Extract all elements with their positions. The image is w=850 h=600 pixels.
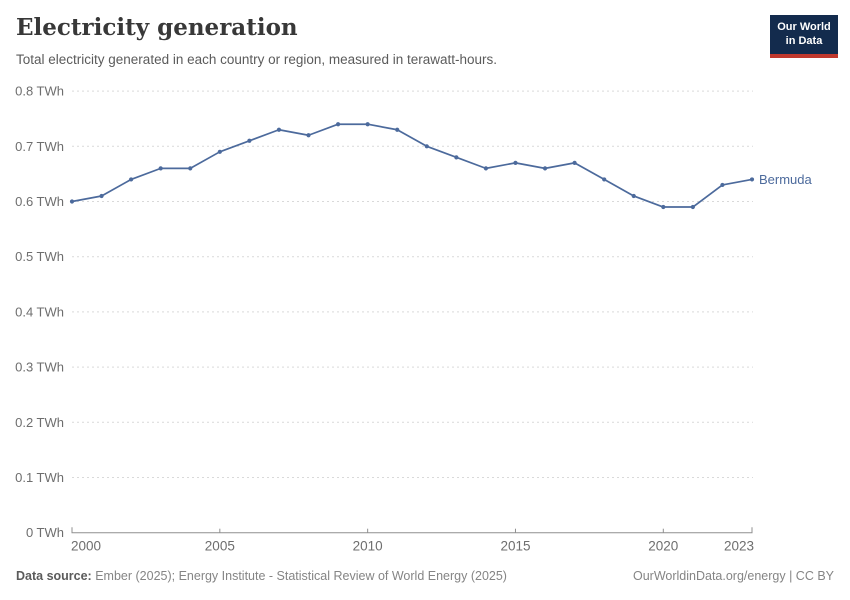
y-tick-label: 0.8 TWh bbox=[15, 84, 64, 99]
data-point[interactable] bbox=[217, 149, 222, 154]
data-point[interactable] bbox=[365, 122, 370, 127]
data-source-label: Data source: bbox=[16, 569, 92, 583]
y-tick-label: 0.2 TWh bbox=[15, 415, 64, 430]
chart-title: Electricity generation bbox=[16, 14, 298, 41]
data-point[interactable] bbox=[690, 204, 695, 210]
chart-footer: Data source: Ember (2025); Energy Instit… bbox=[16, 569, 834, 583]
owid-logo-line2: in Data bbox=[785, 34, 823, 47]
data-point[interactable] bbox=[454, 155, 459, 160]
data-point[interactable] bbox=[513, 160, 518, 165]
data-point[interactable] bbox=[335, 122, 341, 127]
series-label-bermuda[interactable]: Bermuda bbox=[759, 172, 813, 187]
owid-logo-line1: Our World bbox=[777, 20, 831, 33]
chart-subtitle: Total electricity generated in each coun… bbox=[16, 52, 497, 67]
y-tick-label: 0 TWh bbox=[26, 525, 64, 540]
data-point[interactable] bbox=[631, 193, 636, 199]
y-tick-label: 0.3 TWh bbox=[15, 360, 64, 375]
data-point[interactable] bbox=[99, 193, 104, 199]
data-point[interactable] bbox=[424, 144, 429, 149]
x-tick-label: 2023 bbox=[724, 539, 754, 554]
x-tick-label: 2010 bbox=[353, 539, 383, 554]
data-source-note: Data source: Ember (2025); Energy Instit… bbox=[16, 569, 507, 583]
x-tick-label: 2005 bbox=[205, 539, 235, 554]
series-line-bermuda[interactable] bbox=[71, 123, 753, 208]
credit-link[interactable]: OurWorldinData.org/energy | CC BY bbox=[632, 569, 834, 583]
data-point[interactable] bbox=[572, 160, 577, 165]
y-tick-label: 0.4 TWh bbox=[15, 304, 64, 319]
x-tick-label: 2015 bbox=[500, 539, 530, 554]
data-point[interactable] bbox=[602, 177, 607, 182]
data-point[interactable] bbox=[129, 177, 134, 182]
data-point[interactable] bbox=[306, 133, 311, 138]
y-tick-label: 0.7 TWh bbox=[15, 139, 64, 154]
data-point[interactable] bbox=[395, 127, 400, 132]
data-point[interactable] bbox=[247, 138, 252, 143]
owid-logo[interactable]: Our World in Data bbox=[770, 15, 838, 58]
data-point[interactable] bbox=[276, 127, 282, 132]
data-point[interactable] bbox=[661, 204, 666, 210]
data-point[interactable] bbox=[188, 166, 193, 171]
data-point[interactable] bbox=[158, 166, 163, 171]
x-tick-label: 2020 bbox=[648, 539, 678, 554]
y-tick-label: 0.5 TWh bbox=[15, 249, 64, 264]
data-source-text: Ember (2025); Energy Institute - Statist… bbox=[91, 569, 507, 583]
data-point[interactable] bbox=[69, 199, 75, 204]
data-point[interactable] bbox=[720, 182, 725, 188]
data-point[interactable] bbox=[542, 166, 548, 171]
data-point[interactable] bbox=[483, 166, 489, 171]
x-axis-line bbox=[71, 527, 753, 534]
data-point[interactable] bbox=[749, 177, 755, 182]
y-tick-label: 0.1 TWh bbox=[15, 470, 64, 485]
y-tick-label: 0.6 TWh bbox=[15, 194, 64, 209]
x-tick-label: 2000 bbox=[71, 539, 101, 554]
